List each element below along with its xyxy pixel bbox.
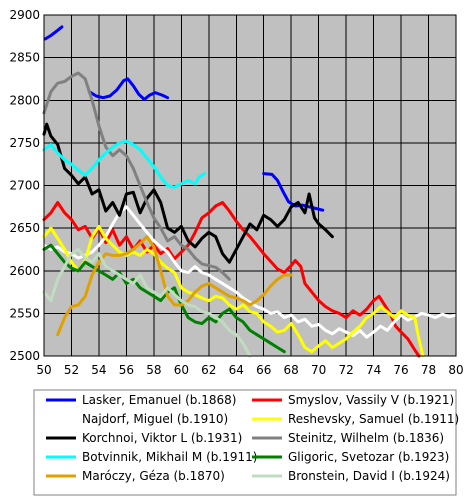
x-tick-label-0: 50	[36, 363, 51, 377]
legend-label-6: Botvinnik, Mikhail M (b.1911)	[82, 450, 257, 464]
legend: Lasker, Emanuel (b.1868) Smyslov, Vassily…	[33, 389, 459, 496]
series-layer	[42, 25, 458, 358]
legend-label-2: Najdorf, Miguel (b.1910)	[82, 412, 228, 426]
series-0-line-0	[43, 25, 64, 41]
y-tick-label-4: 2700	[9, 179, 40, 193]
legend-label-9: Bronstein, David I (b.1924)	[288, 469, 450, 483]
y-tick-label-6: 2800	[9, 93, 40, 107]
x-tick-label-9: 68	[284, 363, 299, 377]
series-7-line-0	[42, 243, 286, 354]
x-tick-label-2: 54	[91, 363, 106, 377]
legend-label-8: Maróczy, Géza (b.1870)	[82, 469, 225, 483]
y-tick-label-7: 2850	[9, 51, 40, 65]
series-2	[42, 205, 458, 339]
series-6	[42, 139, 207, 189]
x-tick-label-15: 80	[448, 363, 463, 377]
series-8	[56, 235, 293, 337]
x-tick-label-5: 60	[174, 363, 189, 377]
x-tick-label-1: 52	[64, 363, 79, 377]
y-tick-label-1: 2550	[9, 306, 40, 320]
series-3	[42, 224, 425, 358]
x-tick-label-8: 66	[256, 363, 271, 377]
series-6-line-0	[42, 139, 207, 189]
series-1	[42, 201, 421, 358]
y-tick-label-0: 2500	[9, 349, 40, 363]
legend-label-5: Steinitz, Wilhelm (b.1836)	[288, 431, 444, 445]
legend-label-4: Korchnoi, Viktor L (b.1931)	[82, 431, 242, 445]
y-tick-label-8: 2900	[9, 8, 40, 22]
x-tick-label-4: 58	[146, 363, 161, 377]
x-axis-ticks: 50 52 54 56 58 60 62 64 66 68 70 72 74 76 78 80	[36, 363, 463, 377]
y-tick-label-3: 2650	[9, 221, 40, 235]
y-tick-label-2: 2600	[9, 264, 40, 278]
legend-label-1: Smyslov, Vassily V (b.1921)	[288, 393, 454, 407]
series-9	[42, 247, 252, 358]
x-tick-label-10: 70	[311, 363, 326, 377]
y-axis-ticks: 2500 2550 2600 2650 2700 2750 2800 2850 2900	[9, 8, 40, 363]
series-2-line-0	[42, 205, 458, 339]
x-tick-label-7: 64	[229, 363, 244, 377]
legend-label-3: Reshevsky, Samuel (b.1911)	[288, 412, 459, 426]
series-7	[42, 243, 286, 354]
series-3-line-0	[42, 224, 425, 358]
series-5	[42, 71, 231, 281]
series-0-line-1	[87, 77, 170, 101]
x-tick-label-13: 76	[393, 363, 408, 377]
legend-box	[33, 389, 457, 496]
x-tick-label-6: 62	[201, 363, 216, 377]
y-tick-label-5: 2750	[9, 136, 40, 150]
legend-label-7: Gligoric, Svetozar (b.1923)	[288, 450, 449, 464]
legend-label-0: Lasker, Emanuel (b.1868)	[82, 393, 236, 407]
series-4-line-0	[42, 122, 334, 264]
series-4	[42, 122, 334, 264]
x-tick-label-12: 74	[366, 363, 381, 377]
x-tick-label-14: 78	[421, 363, 436, 377]
x-tick-label-11: 72	[338, 363, 353, 377]
series-9-line-0	[42, 247, 252, 358]
plot-frame	[43, 14, 457, 357]
series-8-line-0	[56, 235, 293, 337]
series-5-line-0	[42, 71, 231, 281]
x-tick-label-3: 56	[119, 363, 134, 377]
series-1-line-0	[42, 201, 421, 358]
